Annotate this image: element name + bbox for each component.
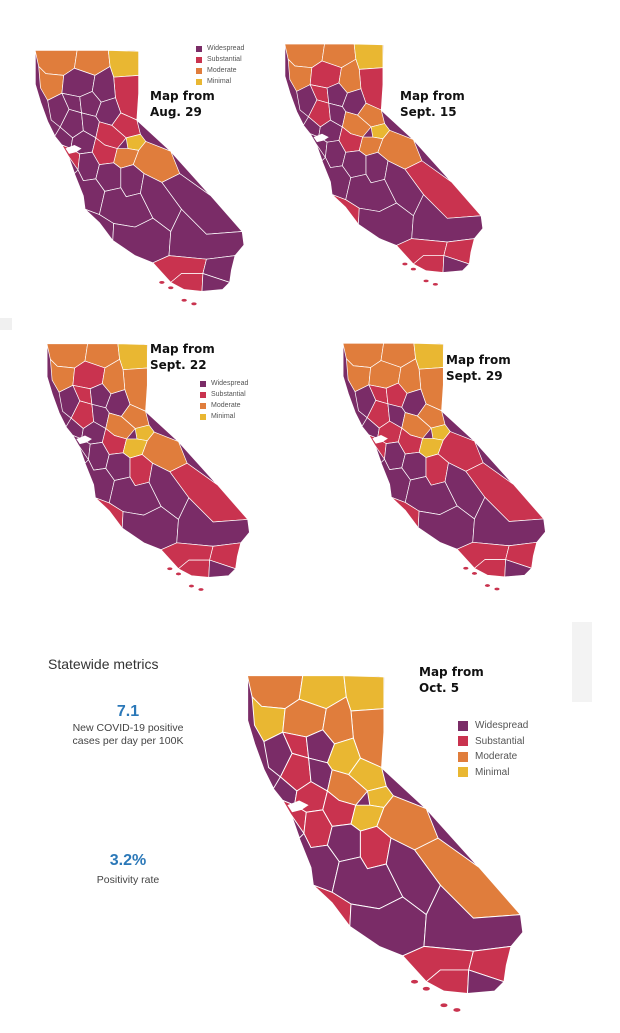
legend-item-moderate: Moderate xyxy=(458,749,528,765)
channel-island xyxy=(440,1003,448,1008)
map-panel-aug-29: Map from Aug. 29 Widespread Substantial Mo… xyxy=(0,0,280,320)
channel-island xyxy=(168,286,174,290)
legend-swatch xyxy=(200,380,206,387)
legend-swatch xyxy=(196,67,202,74)
metrics-title: Statewide metrics xyxy=(48,656,159,672)
legend-label: Substantial xyxy=(207,56,242,63)
channel-island xyxy=(402,262,408,266)
legend-label: Widespread xyxy=(211,380,249,387)
legend-item-minimal: Minimal xyxy=(458,765,528,781)
legend-item-widespread: Widespread xyxy=(458,718,528,734)
legend-label: Substantial xyxy=(475,735,525,747)
channel-island xyxy=(432,282,438,286)
channel-island xyxy=(422,986,430,991)
channel-island xyxy=(471,572,478,575)
legend-swatch xyxy=(200,413,206,420)
legend-swatch xyxy=(458,720,468,731)
channel-island xyxy=(494,587,500,591)
california-county-map xyxy=(284,43,484,286)
legend-swatch xyxy=(196,56,202,63)
statewide-metrics-card: Statewide metrics 7.1 New COVID-19 posit… xyxy=(38,622,238,1022)
channel-island xyxy=(191,302,197,306)
legend-item-widespread: Widespread xyxy=(200,378,248,389)
legend-item-substantial: Substantial xyxy=(458,734,528,750)
channel-island xyxy=(181,298,187,302)
county-region xyxy=(202,255,236,283)
tier-legend: Widespread Substantial Moderate Minimal xyxy=(196,43,244,87)
channel-island xyxy=(188,584,195,588)
legend-label: Substantial xyxy=(211,391,246,398)
county-region xyxy=(504,559,532,578)
tier-legend: Widespread Substantial Moderate Minimal xyxy=(458,718,528,780)
san-francisco-bay xyxy=(313,133,329,143)
county-region xyxy=(349,896,427,957)
legend-item-substantial: Substantial xyxy=(200,389,248,400)
legend-label: Minimal xyxy=(475,766,510,778)
map-title: Map from Sept. 15 xyxy=(400,89,465,119)
california-county-map xyxy=(342,342,546,591)
county-region xyxy=(201,273,231,292)
legend-label: Moderate xyxy=(211,402,241,409)
map-title: Map from Aug. 29 xyxy=(150,89,215,119)
channel-island xyxy=(423,279,429,283)
county-region xyxy=(208,559,236,578)
legend-swatch xyxy=(458,736,468,747)
legend-label: Moderate xyxy=(475,751,518,763)
california-county-map xyxy=(246,674,524,1012)
legend-swatch xyxy=(458,751,468,762)
map-panel-sept-15: Map from Sept. 15 xyxy=(0,0,620,320)
san-francisco-bay xyxy=(287,800,309,813)
san-francisco-bay xyxy=(76,435,92,445)
positivity-rate-value: 3.2% xyxy=(109,852,147,869)
legend-label: Widespread xyxy=(207,45,245,52)
channel-island xyxy=(453,1008,461,1012)
channel-island xyxy=(159,280,165,284)
california-county-map xyxy=(46,343,250,591)
positivity-rate-label: Positivity rate xyxy=(96,874,160,886)
channel-island xyxy=(175,572,182,576)
legend-label: Minimal xyxy=(207,78,232,85)
county-region xyxy=(443,238,475,265)
map-panel-sept-29: Map from Sept. 29 xyxy=(342,342,546,591)
cases-per-100k-label: New COVID-19 positive cases per day per … xyxy=(72,722,184,747)
legend-label: Widespread xyxy=(475,720,529,732)
county-region xyxy=(442,255,470,273)
legend-swatch xyxy=(200,402,206,409)
legend-item-moderate: Moderate xyxy=(196,65,244,76)
legend-item-moderate: Moderate xyxy=(200,400,248,411)
legend-item-minimal: Minimal xyxy=(200,411,248,422)
tier-legend: Widespread Substantial Moderate Minimal xyxy=(200,378,248,422)
county-region xyxy=(209,542,242,570)
san-francisco-bay xyxy=(65,144,82,154)
channel-island xyxy=(410,267,416,271)
legend-swatch xyxy=(196,78,202,85)
california-county-map xyxy=(34,49,245,306)
legend-swatch xyxy=(196,45,202,52)
map-title: Map from Oct. 5 xyxy=(419,665,484,695)
page-edge-fragment xyxy=(0,318,12,330)
channel-island xyxy=(411,979,419,984)
channel-island xyxy=(463,566,469,570)
channel-island xyxy=(484,584,491,587)
county-region xyxy=(467,969,505,994)
legend-swatch xyxy=(200,391,206,398)
page-edge-fragment xyxy=(572,622,592,702)
channel-island xyxy=(167,567,173,571)
channel-island xyxy=(198,588,204,591)
legend-item-substantial: Substantial xyxy=(196,54,244,65)
legend-item-minimal: Minimal xyxy=(196,76,244,87)
map-title: Map from Sept. 22 xyxy=(150,342,215,372)
map-title: Map from Sept. 29 xyxy=(446,353,511,383)
county-region xyxy=(505,541,538,569)
legend-label: Minimal xyxy=(211,413,236,420)
legend-item-widespread: Widespread xyxy=(196,43,244,54)
legend-swatch xyxy=(458,767,468,778)
legend-label: Moderate xyxy=(207,67,237,74)
cases-per-100k-value: 7.1 xyxy=(116,703,140,720)
county-region xyxy=(343,675,385,712)
map-panel-sept-22: Map from Sept. 22 Widespread Substantial M… xyxy=(46,342,250,591)
san-francisco-bay xyxy=(372,434,388,444)
county-region xyxy=(468,945,512,983)
